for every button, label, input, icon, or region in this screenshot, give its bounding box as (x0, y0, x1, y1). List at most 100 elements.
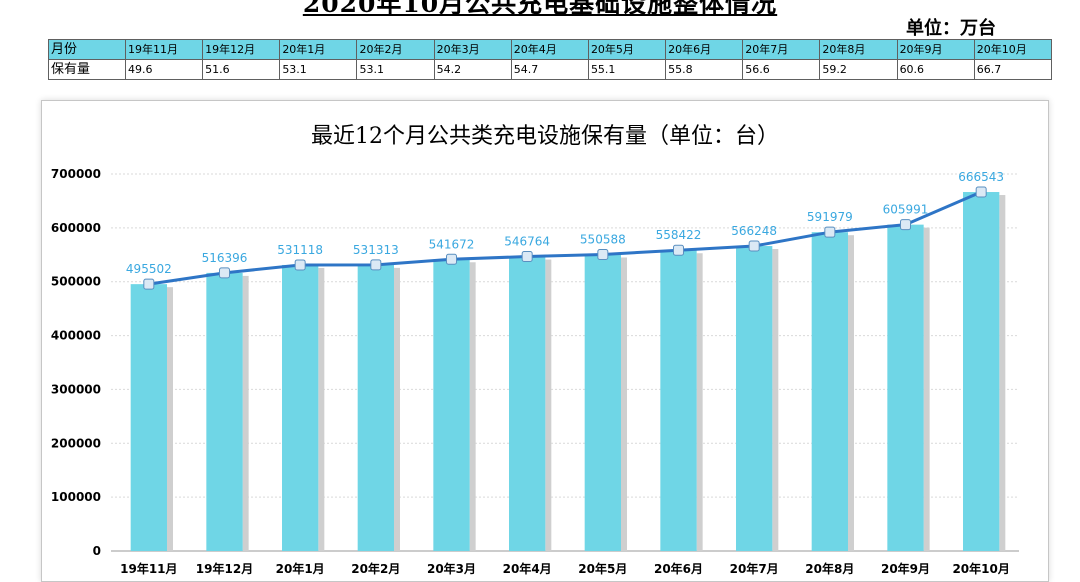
bar-shadow (545, 259, 552, 551)
data-label: 605991 (883, 203, 929, 217)
data-label: 531118 (277, 243, 323, 257)
bar-shadow (242, 275, 249, 551)
table-month-cell: 20年5月 (587, 39, 667, 60)
table-month-cell: 20年4月 (510, 39, 589, 60)
y-tick-label: 400000 (51, 329, 101, 343)
y-tick-label: 100000 (51, 490, 101, 504)
table-month-cell: 20年7月 (742, 39, 821, 60)
bar (357, 264, 394, 551)
line-marker (975, 186, 987, 198)
table-month-cell: 19年11月 (124, 39, 204, 60)
bar (206, 272, 243, 551)
table-value-cell: 59.2 (819, 59, 898, 80)
x-tick-label: 20年8月 (805, 561, 854, 576)
line-marker (900, 219, 911, 231)
table-value-cell: 55.8 (665, 59, 744, 80)
x-tick-label: 20年7月 (730, 561, 779, 576)
x-tick-label: 20年4月 (503, 561, 552, 576)
bar (736, 246, 773, 551)
table-header-label: 月份 (48, 39, 126, 60)
x-tick-label: 20年5月 (578, 561, 627, 576)
data-label: 558422 (656, 228, 702, 242)
line-marker (370, 259, 382, 271)
bar (811, 232, 848, 552)
data-label: 546764 (504, 235, 550, 249)
line-marker (143, 278, 155, 290)
data-label: 666543 (958, 170, 1004, 184)
table-value-row: 保有量 49.6 51.6 53.1 53.1 54.2 54.7 55.1 55.8 56.6… (48, 59, 1053, 80)
bar-shadow (393, 267, 400, 551)
table-value-cell: 51.6 (202, 59, 281, 80)
x-tick-label: 20年6月 (654, 561, 703, 576)
data-label: 495502 (126, 262, 172, 276)
page-title: 2020年10月公共充电基础设施整体情况 (302, 0, 778, 18)
table-month-cell: 20年2月 (356, 39, 435, 60)
table-value-cell: 56.6 (742, 59, 821, 80)
table-value-cell: 53.1 (356, 59, 435, 80)
bar-shadow (620, 257, 627, 551)
table-month-cell: 20年9月 (896, 39, 975, 60)
y-tick-label: 500000 (51, 275, 101, 289)
x-tick-label: 20年10月 (952, 561, 1009, 576)
x-tick-label: 20年2月 (351, 561, 400, 576)
table-value-cell: 54.2 (433, 59, 512, 80)
summary-table: 月份 19年11月 19年12月 20年1月 20年2月 20年3月 20年4月 20年5月… (48, 39, 1053, 80)
bar-shadow (923, 227, 930, 551)
table-value-cell: 53.1 (279, 59, 358, 80)
unit-label: 单位：万台 (906, 18, 996, 39)
bar (660, 250, 697, 551)
y-tick-label: 700000 (51, 167, 101, 181)
x-axis: 19年11月 19年12月 20年1月 20年2月 20年3月 20年4月 20年5月 20年… (120, 561, 1010, 576)
bar-shadow (696, 253, 703, 551)
table-month-cell: 20年1月 (279, 39, 358, 60)
x-tick-label: 20年9月 (881, 561, 930, 576)
bar-shadow (166, 287, 173, 551)
line-marker (748, 240, 760, 252)
data-label: 541672 (429, 237, 475, 251)
data-label-layer: 495502 516396 531118 531313 541672 546764 5505… (126, 170, 1004, 276)
bar-layer (130, 192, 1006, 552)
x-tick-label: 19年12月 (196, 561, 253, 576)
chart-frame: 最近12个月公共类充电设施保有量（单位：台） 0 100000 200000 3000… (41, 100, 1049, 582)
chart-svg: 最近12个月公共类充电设施保有量（单位：台） 0 100000 200000 3000… (51, 124, 1019, 576)
line-marker (521, 251, 533, 263)
x-tick-label: 20年3月 (427, 561, 476, 576)
y-tick-label: 300000 (51, 382, 101, 396)
y-tick-label: 0 (93, 544, 101, 558)
line-marker (446, 253, 457, 265)
data-label: 591979 (807, 210, 853, 224)
data-label: 550588 (580, 232, 626, 246)
bar (282, 264, 319, 551)
bar (509, 256, 546, 551)
data-label: 566248 (731, 224, 777, 238)
bar-shadow (469, 262, 476, 551)
line-marker (597, 248, 609, 260)
series-line (148, 190, 982, 286)
bar (584, 254, 621, 551)
x-tick-label: 19年11月 (120, 561, 177, 576)
table-value-cell: 66.7 (973, 59, 1053, 80)
line-marker (294, 259, 306, 271)
table-row-label: 保有量 (48, 59, 126, 80)
table-value-cell: 49.6 (124, 59, 204, 80)
y-tick-label: 600000 (51, 221, 101, 235)
line-marker (219, 267, 230, 279)
chart-title: 最近12个月公共类充电设施保有量（单位：台） (311, 124, 779, 149)
table-month-cell: 20年3月 (433, 39, 512, 60)
table-header-row: 月份 19年11月 19年12月 20年1月 20年2月 20年3月 20年4月 20年5月… (48, 39, 1053, 60)
x-tick-label: 20年1月 (276, 561, 325, 576)
bar (433, 259, 470, 551)
line-marker (673, 244, 684, 256)
data-label: 516396 (202, 251, 248, 265)
bar-shadow (772, 249, 779, 551)
table-month-cell: 20年6月 (665, 39, 744, 60)
table-value-cell: 60.6 (896, 59, 975, 80)
table-value-cell: 54.7 (510, 59, 589, 80)
line-marker (824, 226, 836, 238)
table-month-cell: 20年10月 (973, 39, 1053, 60)
line-layer (148, 190, 982, 286)
bar (130, 284, 167, 551)
bar (963, 192, 1000, 551)
bar (887, 224, 924, 551)
table-value-cell: 55.1 (587, 59, 667, 80)
